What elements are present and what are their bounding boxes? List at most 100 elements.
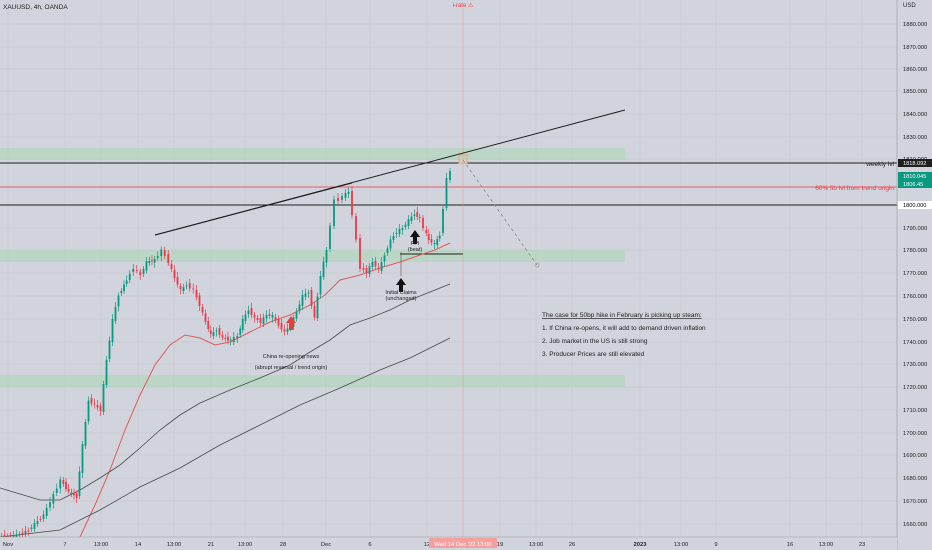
candle-body bbox=[398, 229, 401, 234]
price-tick: 1740.000 bbox=[903, 340, 927, 346]
price-axis[interactable] bbox=[897, 0, 932, 550]
fib-level-label: 60% fib lvl from trend origin bbox=[815, 185, 894, 192]
candle-body bbox=[156, 256, 159, 258]
candle-body bbox=[39, 519, 42, 520]
candle-body bbox=[436, 239, 439, 245]
trend-line-base[interactable] bbox=[154, 182, 353, 236]
event-marker-label[interactable]: i-rate ⚠ bbox=[453, 2, 474, 9]
price-badge: 1806.45 bbox=[903, 182, 923, 188]
projection-end-point[interactable] bbox=[534, 262, 540, 268]
candle-body bbox=[383, 255, 386, 262]
candle-body bbox=[310, 290, 313, 306]
demand-zone bbox=[0, 375, 625, 387]
price-tick: 1790.000 bbox=[903, 226, 927, 232]
candle-body bbox=[227, 336, 229, 341]
candle-body bbox=[355, 216, 357, 240]
price-tick: 1710.000 bbox=[903, 408, 927, 414]
candle-body bbox=[96, 405, 99, 408]
candle-body bbox=[333, 199, 335, 226]
candle-body bbox=[99, 405, 102, 411]
note-item-3: 3. Producer Prices are still elevated bbox=[542, 351, 645, 358]
target-marker[interactable] bbox=[458, 154, 468, 164]
time-tick: 13:00 bbox=[529, 542, 544, 548]
candle-body bbox=[368, 266, 371, 274]
candle-body bbox=[392, 236, 395, 240]
candle-body bbox=[445, 178, 448, 208]
candle-body bbox=[410, 216, 413, 221]
candle-body bbox=[70, 492, 73, 494]
moving-average-long bbox=[0, 337, 451, 538]
candle-body bbox=[117, 295, 120, 307]
candle-body bbox=[102, 384, 105, 412]
candle-body bbox=[259, 318, 262, 323]
time-tick: Dec bbox=[321, 542, 331, 548]
candle-body bbox=[21, 532, 24, 534]
candle-body bbox=[280, 323, 283, 330]
candle-body bbox=[442, 209, 444, 233]
price-badge-bg bbox=[898, 180, 932, 188]
time-tick: 16 bbox=[787, 542, 793, 548]
candle-body bbox=[204, 313, 207, 322]
candle-body bbox=[128, 274, 131, 280]
candle-body bbox=[151, 260, 153, 262]
candle-body bbox=[3, 535, 6, 538]
candle-body bbox=[232, 337, 235, 342]
price-tick: 1780.000 bbox=[903, 248, 927, 254]
candle-body bbox=[153, 259, 156, 263]
symbol-title[interactable]: XAUUSD, 4h, OANDA bbox=[3, 4, 68, 11]
candle-body bbox=[139, 271, 142, 275]
plot-area[interactable] bbox=[0, 0, 897, 537]
candle-body bbox=[430, 239, 433, 243]
candle-body bbox=[192, 288, 195, 290]
candle-body bbox=[114, 307, 117, 321]
time-tick: 13:00 bbox=[167, 542, 182, 548]
time-tick: 6 bbox=[368, 542, 371, 548]
candle-body bbox=[241, 319, 244, 330]
candle-body bbox=[24, 530, 27, 534]
candle-body bbox=[319, 276, 322, 295]
candle-body bbox=[111, 319, 114, 342]
price-tick: 1750.000 bbox=[903, 317, 927, 323]
candle-body bbox=[55, 488, 58, 493]
candlestick-series[interactable] bbox=[0, 168, 451, 543]
candle-body bbox=[256, 318, 259, 320]
candle-body bbox=[380, 262, 383, 271]
candle-body bbox=[207, 321, 210, 329]
candle-body bbox=[73, 493, 75, 496]
candle-body bbox=[244, 314, 247, 321]
candle-body bbox=[301, 295, 304, 306]
price-tick: 1770.000 bbox=[903, 271, 927, 277]
candle-body bbox=[365, 268, 368, 273]
candle-body bbox=[142, 269, 145, 274]
price-badge-bg bbox=[898, 159, 932, 167]
time-tick: 26 bbox=[569, 542, 575, 548]
time-tick: 19 bbox=[497, 542, 503, 548]
candle-body bbox=[65, 482, 67, 489]
price-tick: 1720.000 bbox=[903, 385, 927, 391]
candle-body bbox=[198, 295, 201, 306]
candle-body bbox=[75, 493, 78, 498]
candle-body bbox=[27, 530, 30, 532]
candle-body bbox=[386, 248, 389, 253]
candle-body bbox=[59, 479, 62, 489]
candle-body bbox=[87, 400, 90, 422]
candle-body bbox=[274, 317, 277, 320]
candle-body bbox=[145, 261, 148, 271]
time-tick: Nov bbox=[3, 542, 13, 548]
candle-body bbox=[188, 283, 191, 289]
moving-average-dark bbox=[0, 283, 451, 501]
candle-body bbox=[173, 270, 176, 278]
price-badge-bg bbox=[898, 201, 932, 209]
moving-average-red bbox=[79, 242, 451, 538]
candle-body bbox=[201, 307, 204, 313]
price-tick: 1830.000 bbox=[903, 135, 927, 141]
note-title: The case for 50bp hike in February is pi… bbox=[542, 312, 702, 319]
candle-body bbox=[148, 260, 151, 263]
price-tick-labels: 1880.000 1870.000 1860.000 1850.000 1840.000… bbox=[903, 22, 927, 528]
candle-body bbox=[182, 287, 185, 291]
time-tick: 13:00 bbox=[674, 542, 689, 548]
candle-body bbox=[362, 268, 365, 270]
time-tick: 21 bbox=[208, 542, 214, 548]
price-tick: 1870.000 bbox=[903, 45, 927, 51]
